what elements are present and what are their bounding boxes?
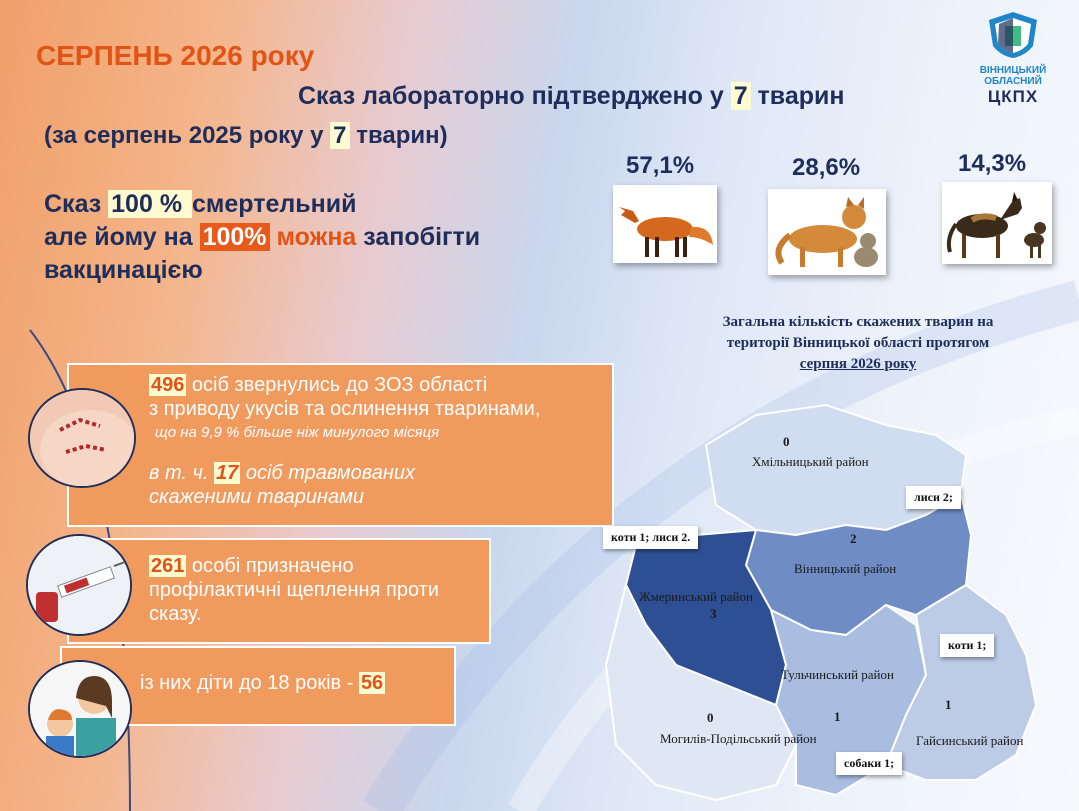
map-caption-line-2: території Вінницької області протягом (726, 335, 990, 351)
syringe-image (26, 534, 132, 636)
s1-highlight: 100 % (108, 190, 192, 218)
map-caption-line-1: Загальна кількість скажених тварин на (722, 314, 994, 330)
vacc-line-2: профілактичні щеплення проти (149, 579, 439, 601)
logo-line-3: ЦКПХ (987, 87, 1039, 106)
bite-wound-image (28, 388, 136, 488)
prev-text: (за серпень 2025 року у (44, 122, 331, 149)
callout-vinnytsia: лиси 2; (906, 486, 961, 509)
s2-post: запобігти (356, 223, 481, 251)
prev-count: 7 (330, 122, 350, 149)
callout-zhmerynka: коти 1; лиси 2. (603, 526, 699, 549)
syringe-icon (28, 536, 130, 634)
statement-line-2: але йому на 100% можна запобігти (44, 221, 480, 254)
fox-image (613, 185, 717, 263)
confirmed-count: 7 (730, 82, 751, 110)
appeals-line-3: що на 9,9 % більше ніж минулого місяця (155, 424, 440, 441)
appeals-text-1: осіб звернулись до ЗОЗ області (186, 374, 488, 396)
zhmerynka-count: 3 (710, 606, 717, 621)
haisyn-count: 1 (945, 697, 952, 712)
s2-highlight: 100% (199, 223, 270, 251)
previous-year-line: (за серпень 2025 року у 7 тварин) (44, 122, 448, 150)
fox-percent: 57,1% (626, 152, 695, 179)
vaccination-box: 261 особі призначено профілактичні щепле… (67, 538, 491, 644)
s1-post: смертельний (192, 190, 357, 218)
vacc-line-3: сказу. (149, 603, 202, 625)
khmilnyk-count: 0 (783, 434, 790, 449)
shield-icon (989, 12, 1037, 58)
statement-line-1: Сказ 100 % смертельний (44, 188, 480, 221)
statement-line-3: вакцинацією (44, 256, 203, 284)
children-text: із них діти до 18 років - (140, 672, 359, 694)
doctor-icon (30, 662, 130, 756)
children-line: із них діти до 18 років - 56 (140, 672, 386, 695)
page-title: СЕРПЕНЬ 2026 року (36, 40, 315, 71)
confirmed-text: Сказ лабораторно підтверджено у (298, 82, 731, 110)
bite-wound-icon (30, 390, 134, 486)
vacc-text-1: особі призначено (186, 555, 354, 577)
map-caption: Загальна кількість скажених тварин на те… (672, 312, 1044, 375)
appeals-line-2: з приводу укусів та ослинення тваринами, (149, 398, 541, 420)
district-haisyn[interactable] (884, 583, 1038, 781)
dog-percent: 14,3% (958, 150, 1027, 177)
s2-pre: але йому на (44, 223, 200, 251)
district-mohyliv[interactable] (604, 582, 798, 802)
vacc-line-1: 261 особі призначено (149, 554, 439, 578)
children-count: 56 (358, 672, 386, 694)
s2-mid: можна (269, 223, 357, 251)
vinnytsia-count: 2 (850, 531, 857, 546)
logo-line-1: ВІННИЦЬКИЙ (979, 65, 1047, 76)
injured-pre: в т. ч. (149, 462, 215, 484)
vacc-count: 261 (149, 555, 187, 577)
appeals-line-4: в т. ч. 17 осіб травмованих (149, 461, 540, 485)
logo-line-2: ОБЛАСНИЙ (984, 76, 1042, 87)
prev-suffix: тварин) (349, 122, 448, 149)
appeals-count: 496 (149, 374, 187, 396)
confirmed-cases-line: Сказ лабораторно підтверджено у 7 тварин (298, 82, 844, 111)
map-caption-line-3: серпня 2026 року (799, 356, 917, 372)
tulchyn-label: Тульчинський район (781, 667, 894, 682)
region-map (604, 403, 1038, 802)
mohyliv-label: Могилів-Подільський район (660, 731, 817, 746)
s1-pre: Сказ (44, 190, 109, 218)
cat-image (768, 189, 886, 275)
callout-tulchyn: собаки 1; (836, 752, 903, 775)
dog-icon (946, 192, 1046, 258)
cat-percent: 28,6% (792, 154, 861, 181)
khmilnyk-label: Хмільницький район (752, 454, 869, 469)
logo: ВІННИЦЬКИЙ ОБЛАСНИЙ ЦКПХ (978, 10, 1048, 106)
dog-image (942, 182, 1052, 264)
fox-icon (619, 207, 713, 257)
injured-post: осіб травмованих (240, 462, 415, 484)
injured-count: 17 (214, 462, 241, 484)
tulchyn-count: 1 (834, 709, 841, 724)
rabies-statement: Сказ 100 % смертельний але йому на 100% … (44, 188, 480, 287)
zhmerynka-label: Жмеринський район (639, 589, 753, 604)
confirmed-suffix: тварин (750, 82, 845, 110)
vinnytsia-label: Вінницький район (794, 561, 897, 576)
appeals-line-5: скаженими тваринами (149, 486, 364, 508)
doctor-child-image (28, 660, 132, 758)
callout-haisyn: коти 1; (940, 634, 995, 657)
mohyliv-count: 0 (707, 710, 714, 725)
haisyn-label: Гайсинський район (916, 733, 1024, 748)
appeals-box: 496 осіб звернулись до ЗОЗ області з при… (67, 363, 614, 527)
cat-icon (775, 197, 878, 267)
appeals-line-1: 496 осіб звернулись до ЗОЗ області (149, 373, 540, 397)
